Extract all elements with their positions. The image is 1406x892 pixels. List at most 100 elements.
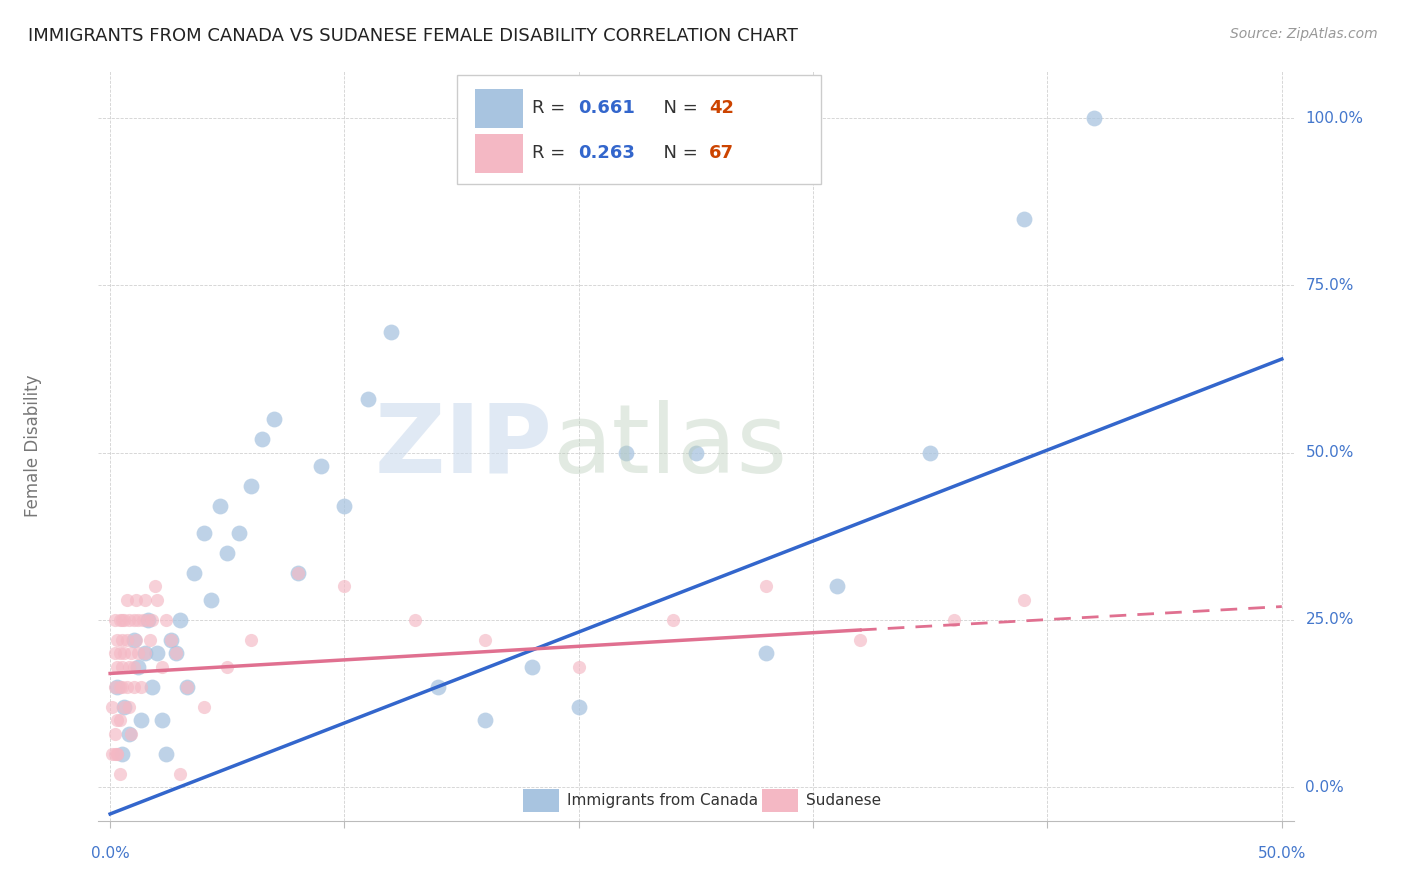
Point (134, 646, 156, 660)
Point (139, 633, 162, 648)
Point (165, 646, 187, 660)
Point (104, 613, 127, 627)
Point (239, 479, 262, 493)
Point (101, 747, 124, 761)
Point (136, 613, 159, 627)
Point (111, 660, 134, 674)
Point (165, 646, 187, 660)
Point (143, 580, 166, 594)
Point (193, 526, 215, 541)
Point (150, 660, 173, 674)
Text: 67: 67 (709, 144, 734, 162)
Point (155, 747, 177, 761)
Point (105, 747, 128, 761)
Point (160, 633, 183, 648)
Point (357, 392, 380, 407)
Point (136, 613, 159, 627)
Text: 0.0%: 0.0% (91, 846, 129, 861)
Point (115, 592, 138, 607)
Point (111, 747, 134, 761)
Point (115, 680, 138, 694)
Point (176, 680, 198, 694)
Point (104, 680, 127, 694)
Point (287, 566, 309, 581)
Point (263, 412, 285, 426)
Point (108, 646, 131, 660)
Point (217, 546, 239, 560)
Point (1012, 592, 1035, 607)
Text: R =: R = (533, 99, 571, 117)
Text: Female Disability: Female Disability (24, 375, 42, 517)
Point (125, 592, 148, 607)
Text: 25.0%: 25.0% (1306, 613, 1354, 627)
Point (920, 446, 942, 460)
Text: N =: N = (652, 99, 703, 117)
Point (228, 526, 250, 541)
Point (160, 633, 183, 648)
Point (661, 613, 683, 627)
Text: 0.661: 0.661 (578, 99, 634, 117)
Point (127, 646, 149, 660)
Text: 100.0%: 100.0% (1306, 111, 1364, 126)
Point (520, 660, 543, 674)
Point (127, 660, 149, 674)
Point (427, 680, 450, 694)
Point (108, 613, 131, 627)
Point (193, 699, 215, 714)
Point (118, 660, 141, 674)
Point (309, 459, 332, 474)
Point (108, 680, 131, 694)
Point (118, 726, 141, 740)
Point (239, 633, 262, 648)
Point (217, 660, 239, 674)
Point (169, 767, 191, 781)
Point (120, 646, 142, 660)
Point (105, 747, 128, 761)
Point (108, 714, 131, 728)
Point (183, 566, 205, 581)
Point (333, 500, 356, 514)
Point (146, 592, 169, 607)
Point (146, 646, 169, 660)
Point (115, 633, 138, 648)
Point (252, 433, 274, 447)
Point (474, 714, 496, 728)
Text: R =: R = (533, 144, 571, 162)
Point (755, 580, 778, 594)
Text: 42: 42 (709, 99, 734, 117)
Text: IMMIGRANTS FROM CANADA VS SUDANESE FEMALE DISABILITY CORRELATION CHART: IMMIGRANTS FROM CANADA VS SUDANESE FEMAL… (28, 27, 799, 45)
Text: 75.0%: 75.0% (1306, 278, 1354, 293)
Text: Immigrants from Canada: Immigrants from Canada (567, 793, 758, 808)
Point (112, 699, 135, 714)
Point (287, 566, 309, 581)
Point (129, 680, 152, 694)
Text: N =: N = (652, 144, 703, 162)
Point (127, 613, 149, 627)
Bar (523, 789, 558, 812)
Point (118, 613, 141, 627)
Bar (475, 134, 523, 172)
Point (849, 633, 872, 648)
Point (122, 633, 145, 648)
Point (120, 726, 142, 740)
Point (118, 699, 141, 714)
Text: Source: ZipAtlas.com: Source: ZipAtlas.com (1230, 27, 1378, 41)
Text: Sudanese: Sudanese (806, 793, 882, 808)
Point (155, 613, 177, 627)
Point (333, 580, 356, 594)
Point (150, 714, 173, 728)
Point (134, 592, 156, 607)
Point (825, 580, 848, 594)
Point (111, 680, 134, 694)
Bar (762, 789, 797, 812)
Point (111, 633, 134, 648)
Point (112, 699, 135, 714)
Point (105, 680, 128, 694)
Point (104, 726, 127, 740)
Point (755, 646, 778, 660)
Text: 50.0%: 50.0% (1257, 846, 1306, 861)
FancyBboxPatch shape (457, 75, 821, 184)
Point (685, 446, 707, 460)
Point (141, 613, 163, 627)
Point (176, 680, 198, 694)
